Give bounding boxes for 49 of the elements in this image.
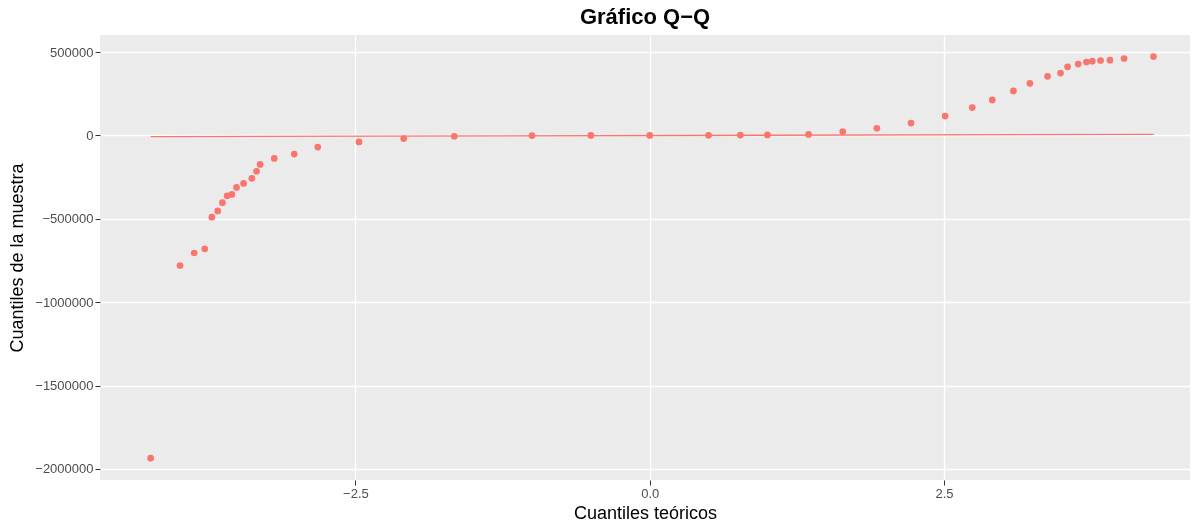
point <box>147 454 154 462</box>
point <box>208 213 216 221</box>
point <box>228 191 236 198</box>
y-tick-label: −2000000 <box>35 461 94 477</box>
point <box>1074 60 1082 68</box>
point <box>1150 53 1157 60</box>
point <box>839 128 847 135</box>
point <box>907 119 915 127</box>
point <box>256 161 264 168</box>
y-tick-label: −1000000 <box>35 294 94 310</box>
y-tick-label: 500000 <box>50 44 94 60</box>
point <box>248 174 256 182</box>
point <box>1010 87 1017 95</box>
chart-title: Gráfico Q−Q <box>579 4 711 29</box>
point <box>214 207 222 215</box>
point <box>1120 55 1128 62</box>
x-tick-label: −2.5 <box>343 485 369 501</box>
point <box>1044 73 1051 80</box>
point <box>270 155 278 162</box>
point <box>1057 69 1064 77</box>
point <box>1083 58 1090 66</box>
point <box>1088 57 1096 65</box>
point <box>314 143 322 151</box>
point <box>941 112 949 120</box>
y-tick-label: −500000 <box>42 211 94 227</box>
point <box>1097 57 1104 64</box>
point <box>968 104 976 111</box>
x-tick-label: 2.5 <box>935 485 954 501</box>
point <box>1026 80 1034 87</box>
point <box>176 262 184 269</box>
point <box>240 180 247 187</box>
point <box>190 249 198 257</box>
x-axis-title: Cuantiles teóricos <box>573 502 718 523</box>
point <box>253 167 260 175</box>
point <box>233 184 240 191</box>
point <box>201 245 209 253</box>
y-axis-title: Cuantiles de la muestra <box>7 162 28 353</box>
point <box>355 138 363 146</box>
point <box>1106 56 1114 64</box>
point <box>873 124 881 132</box>
y-tick-label: −1500000 <box>35 378 94 394</box>
point <box>988 96 996 104</box>
x-tick-label: 0.0 <box>641 485 660 501</box>
y-tick-label: 0 <box>86 127 94 143</box>
point <box>290 150 298 158</box>
point <box>528 132 536 139</box>
point <box>646 132 654 139</box>
point <box>219 199 226 206</box>
point <box>1064 63 1071 71</box>
